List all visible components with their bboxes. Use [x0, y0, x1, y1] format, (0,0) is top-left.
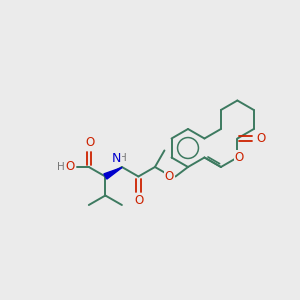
Text: O: O	[235, 151, 244, 164]
Text: O: O	[165, 170, 174, 183]
Text: H: H	[119, 153, 127, 163]
Text: O: O	[85, 136, 94, 149]
Text: N: N	[112, 152, 122, 164]
Text: O: O	[65, 160, 74, 173]
Text: H: H	[57, 162, 64, 172]
Text: O: O	[257, 132, 266, 145]
Polygon shape	[104, 167, 122, 179]
Text: O: O	[135, 194, 144, 207]
